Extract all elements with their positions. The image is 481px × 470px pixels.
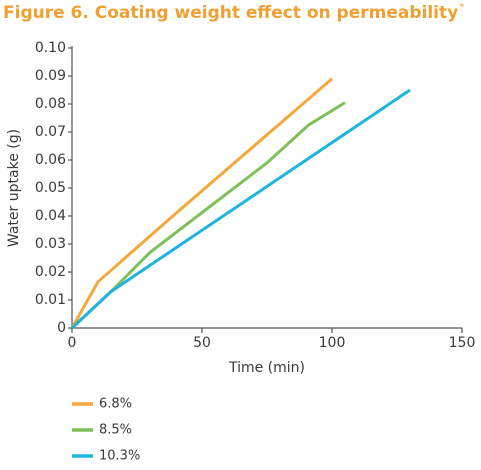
x-tick-label: 150 [449, 335, 476, 351]
y-tick-label: 0.01 [35, 292, 66, 308]
y-tick-label: 0.07 [35, 124, 66, 140]
x-tick-label: 0 [68, 335, 77, 351]
chart-title: Figure 6. Coating weight effect on perme… [3, 3, 458, 23]
y-tick-label: 0.03 [35, 236, 66, 252]
title-mark: * [459, 2, 464, 13]
line [70, 88, 411, 330]
line [70, 101, 346, 330]
x-axis-label: Time (min) [228, 360, 305, 376]
line [70, 77, 333, 329]
y-tick-label: 0.10 [35, 40, 66, 56]
legend-label: 10.3% [99, 449, 140, 464]
y-tick-label: 0.09 [35, 68, 66, 84]
y-tick-label: 0.06 [35, 152, 66, 168]
x-tick-label: 50 [193, 335, 211, 351]
y-tick-label: 0.08 [35, 96, 66, 112]
y-tick-label: 0.05 [35, 180, 66, 196]
y-axis-label: Water uptake (g) [6, 129, 22, 247]
legend-label: 6.8% [99, 397, 132, 412]
legend-label: 8.5% [99, 423, 132, 438]
y-tick-label: 0.04 [35, 208, 66, 224]
y-tick-label: 0 [57, 320, 66, 336]
y-tick-label: 0.02 [35, 264, 66, 280]
x-tick-label: 100 [319, 335, 346, 351]
